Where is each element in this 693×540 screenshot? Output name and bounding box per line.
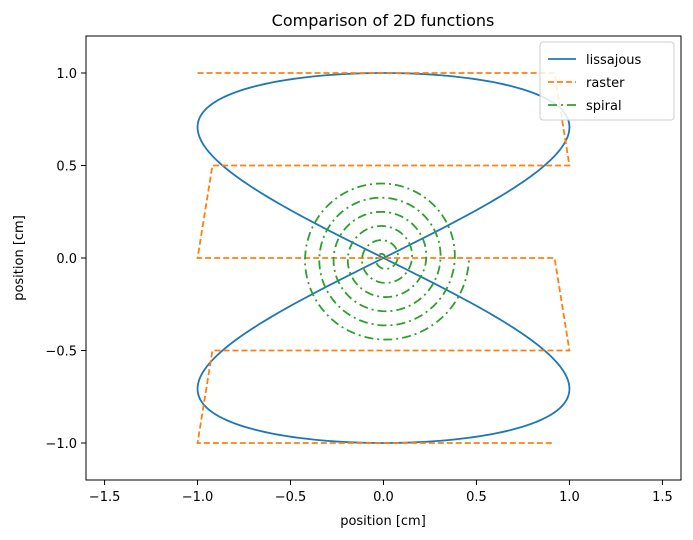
y-tick-label: 0.5: [56, 160, 77, 175]
x-tick-label: 1.5: [652, 490, 673, 505]
legend-label-lissajous: lissajous: [586, 53, 642, 68]
y-tick-label: 1.0: [56, 67, 77, 82]
x-axis-label: position [cm]: [340, 514, 426, 529]
chart-title: Comparison of 2D functions: [272, 11, 495, 30]
legend-label-raster: raster: [586, 76, 625, 91]
plot-lines: [196, 72, 571, 444]
x-tick-label: 1.0: [559, 490, 580, 505]
y-tick-label: −1.0: [45, 437, 77, 452]
x-tick-label: −0.5: [275, 490, 307, 505]
series-line-raster: [196, 72, 571, 444]
x-tick-label: 0.5: [466, 490, 487, 505]
x-tick-label: −1.0: [182, 490, 214, 505]
y-tick-label: 0.0: [56, 252, 77, 267]
legend-label-spiral: spiral: [586, 99, 622, 114]
y-axis-label: position [cm]: [12, 215, 27, 301]
legend: lissajous raster spiral: [539, 41, 675, 121]
x-axis-ticks: −1.5 −1.0 −0.5 0.0 0.5 1.0 1.5: [89, 480, 673, 505]
series-line-spiral: [304, 182, 470, 341]
x-tick-label: 0.0: [373, 490, 394, 505]
x-tick-label: −1.5: [89, 490, 121, 505]
y-tick-label: −0.5: [45, 345, 77, 360]
y-axis-ticks: −1.0 −0.5 0.0 0.5 1.0: [45, 67, 86, 452]
legend-box: [539, 41, 675, 121]
